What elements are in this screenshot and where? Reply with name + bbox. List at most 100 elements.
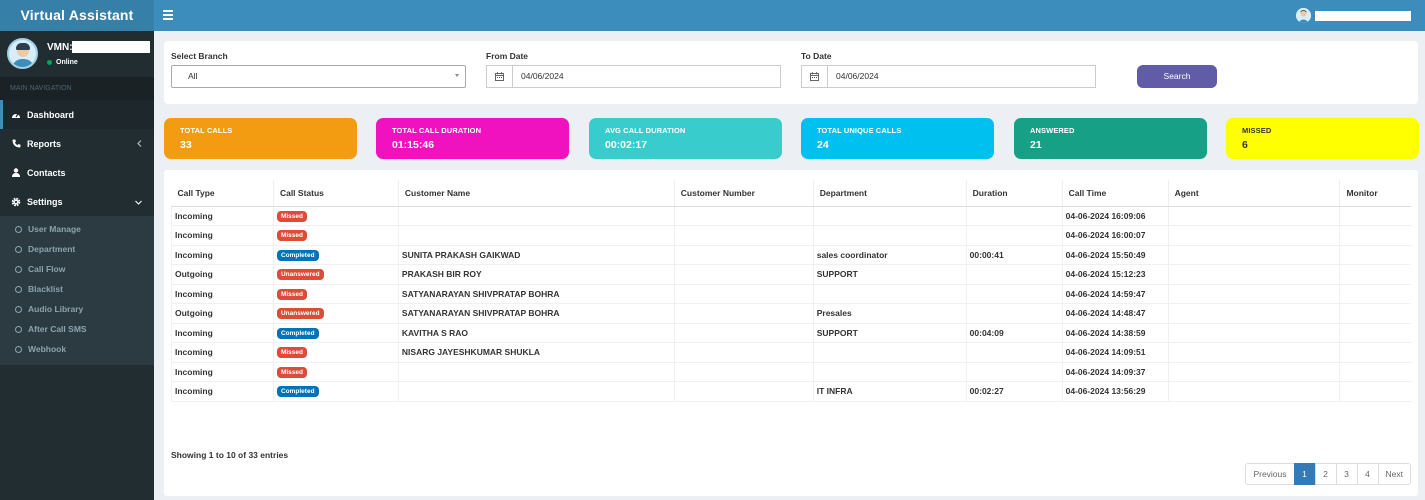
- branch-select[interactable]: All: [171, 65, 466, 88]
- to-date-field[interactable]: 04/06/2024: [801, 65, 1096, 88]
- cell-status: Missed: [272, 283, 399, 304]
- search-button[interactable]: Search: [1137, 65, 1217, 88]
- cell-status: Missed: [272, 342, 399, 363]
- cell-monitor: [1339, 381, 1411, 402]
- cell-duration: 00:00:41: [965, 244, 1063, 265]
- from-date-label: From Date: [486, 51, 529, 61]
- filter-panel: Select Branch All From Date 04/06/2024 T…: [164, 41, 1418, 104]
- pagination-page[interactable]: 2: [1314, 463, 1337, 485]
- pagination-previous[interactable]: Previous: [1245, 463, 1295, 485]
- column-header[interactable]: Customer Number: [674, 180, 814, 207]
- cell-duration: [965, 361, 1063, 382]
- call-log-panel: Call Type Call Status Customer Name Cust…: [164, 170, 1418, 496]
- cell-number: [673, 264, 814, 285]
- cell-monitor: [1339, 264, 1411, 285]
- submenu-item-user-manage[interactable]: User Manage: [0, 219, 154, 239]
- submenu-item-department[interactable]: Department: [0, 239, 154, 259]
- submenu-item-blacklist[interactable]: Blacklist: [0, 279, 154, 299]
- from-date-input[interactable]: 04/06/2024: [521, 71, 564, 81]
- submenu-item-webhook[interactable]: Webhook: [0, 339, 154, 359]
- cell-status: Missed: [272, 225, 399, 246]
- circle-icon: [15, 265, 22, 273]
- cell-department: sales coordinator: [812, 244, 967, 265]
- stat-card-total-calls: TOTAL CALLS 33: [164, 118, 357, 159]
- status-badge: Missed: [276, 288, 307, 300]
- sidebar-item-settings[interactable]: Settings: [0, 187, 154, 216]
- table-row: Incoming Missed 04-06-2024 14:09:37: [171, 361, 1411, 382]
- table-row: Outgoing Unanswered SATYANARAYAN SHIVPRATA…: [171, 303, 1411, 324]
- cell-type: Incoming: [171, 225, 274, 246]
- cell-name: SUNITA PRAKASH GAIKWAD: [397, 244, 675, 265]
- cell-monitor: [1339, 322, 1411, 343]
- pagination-page[interactable]: 4: [1356, 463, 1379, 485]
- from-date-field[interactable]: 04/06/2024: [486, 65, 781, 88]
- pagination-page[interactable]: 1: [1293, 463, 1316, 485]
- sidebar-item-contacts[interactable]: Contacts: [0, 158, 154, 187]
- cell-department: Presales: [812, 303, 967, 324]
- stat-value: 01:15:46: [392, 139, 435, 151]
- cell-type: Incoming: [171, 322, 274, 343]
- submenu-item-label: Call Flow: [28, 264, 66, 274]
- sidebar-item-reports[interactable]: Reports: [0, 129, 154, 158]
- column-header[interactable]: Agent: [1168, 180, 1341, 207]
- cell-department: IT INFRA: [812, 381, 967, 402]
- cell-monitor: [1339, 225, 1411, 246]
- status-badge: Missed: [276, 347, 307, 359]
- cell-type: Incoming: [171, 244, 274, 265]
- status-badge: Unanswered: [276, 308, 324, 320]
- cell-duration: [965, 225, 1063, 246]
- cell-name: SATYANARAYAN SHIVPRATAP BOHRA: [397, 303, 675, 324]
- to-date-input[interactable]: 04/06/2024: [836, 71, 879, 81]
- cell-department: [812, 205, 967, 226]
- brand-logo[interactable]: Virtual Assistant: [0, 0, 154, 31]
- column-header[interactable]: Customer Name: [398, 180, 675, 207]
- cell-time: 04-06-2024 16:09:06: [1061, 205, 1169, 226]
- cell-department: SUPPORT: [812, 264, 967, 285]
- stat-card-total-unique-calls: TOTAL UNIQUE CALLS 24: [801, 118, 994, 159]
- cell-time: 04-06-2024 14:09:37: [1061, 361, 1169, 382]
- cell-type: Incoming: [171, 283, 274, 304]
- cell-type: Incoming: [171, 361, 274, 382]
- sidebar-item-dashboard[interactable]: Dashboard: [0, 100, 154, 129]
- pagination-page[interactable]: 3: [1335, 463, 1358, 485]
- cell-monitor: [1339, 342, 1411, 363]
- submenu-item-label: Webhook: [28, 344, 67, 354]
- user-menu[interactable]: [1296, 7, 1411, 24]
- stat-value: 6: [1242, 139, 1248, 151]
- cell-agent: [1167, 381, 1341, 402]
- pagination-next[interactable]: Next: [1377, 463, 1411, 485]
- status-badge: Completed: [276, 327, 319, 339]
- column-header[interactable]: Department: [813, 180, 967, 207]
- gear-icon: [11, 197, 21, 207]
- column-header[interactable]: Monitor: [1339, 180, 1411, 207]
- column-header[interactable]: Call Status: [273, 180, 399, 207]
- online-dot-icon: [47, 60, 52, 65]
- column-header[interactable]: Call Type: [171, 180, 274, 207]
- hamburger-icon[interactable]: [163, 10, 173, 20]
- cell-name: SATYANARAYAN SHIVPRATAP BOHRA: [397, 283, 675, 304]
- stat-label: TOTAL CALL DURATION: [392, 126, 482, 135]
- submenu-item-label: Audio Library: [28, 304, 84, 314]
- cell-department: SUPPORT: [812, 322, 967, 343]
- chevron-down-icon: [135, 197, 142, 207]
- submenu-item-call-flow[interactable]: Call Flow: [0, 259, 154, 279]
- circle-icon: [15, 325, 22, 333]
- cell-duration: [965, 283, 1063, 304]
- table-row: Incoming Missed 04-06-2024 16:00:07: [171, 225, 1411, 246]
- online-status-label: Online: [56, 59, 78, 66]
- user-avatar: [1296, 8, 1311, 23]
- cell-name: [397, 361, 675, 382]
- cell-number: [673, 342, 814, 363]
- branch-select-value: All: [188, 71, 198, 81]
- submenu-item-audio-library[interactable]: Audio Library: [0, 299, 154, 319]
- column-header[interactable]: Duration: [966, 180, 1063, 207]
- calendar-icon: [487, 66, 513, 87]
- submenu-item-after-call-sms[interactable]: After Call SMS: [0, 319, 154, 339]
- cell-department: [812, 342, 967, 363]
- cell-monitor: [1339, 283, 1411, 304]
- stat-label: MISSED: [1242, 126, 1272, 135]
- cell-name: NISARG JAYESHKUMAR SHUKLA: [397, 342, 675, 363]
- branch-label: Select Branch: [171, 51, 228, 61]
- column-header[interactable]: Call Time: [1062, 180, 1169, 207]
- stat-value: 24: [817, 139, 829, 151]
